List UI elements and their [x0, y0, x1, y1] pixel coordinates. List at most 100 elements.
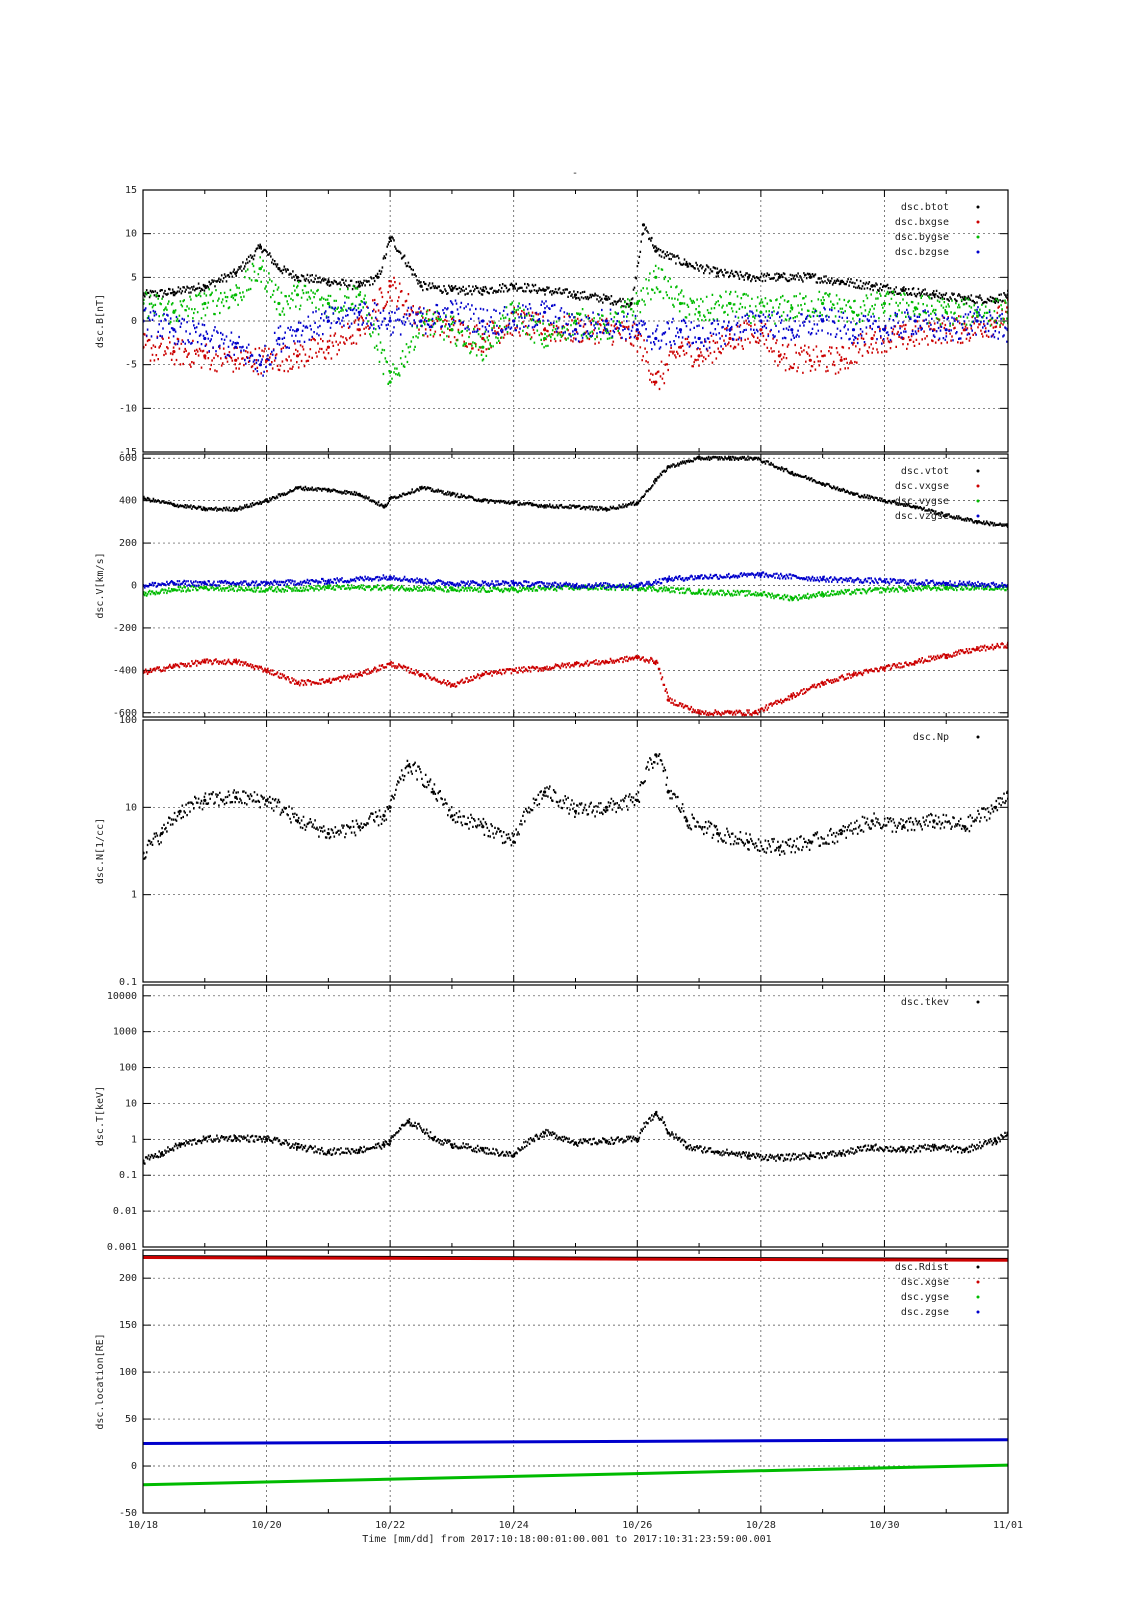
- y-tick-label: 15: [125, 185, 137, 196]
- data-point: [697, 310, 701, 314]
- legend-entry: dsc.ygse: [901, 1292, 949, 1303]
- data-point: [543, 310, 547, 314]
- data-point: [172, 290, 176, 294]
- y-tick-label: 1: [131, 1134, 137, 1145]
- data-point: [635, 336, 639, 341]
- legend: dsc.tkev: [901, 997, 980, 1008]
- y-tick-label: 0.001: [107, 1242, 137, 1253]
- legend-marker: [976, 1265, 980, 1269]
- panel-2: -600 -400 -200 0 200 400 600 dsc.V[km/s] dsc.vto…: [95, 453, 1009, 719]
- data-point: [654, 380, 658, 384]
- legend-marker: [976, 514, 980, 518]
- legend-marker: [976, 499, 980, 503]
- plot-area: [143, 455, 1008, 717]
- x-tick-label: 11/01: [993, 1520, 1023, 1531]
- y-tick-label: 0: [131, 316, 137, 327]
- data-point: [932, 1145, 936, 1149]
- legend-entry: dsc.tkev: [901, 997, 949, 1008]
- y-tick-label: 100: [119, 1367, 137, 1378]
- y-tick-label: -400: [113, 665, 137, 676]
- legend-entry: dsc.vygse: [895, 496, 949, 507]
- legend-marker: [976, 1000, 980, 1004]
- x-tick-label: 10/18: [128, 1520, 158, 1531]
- data-point: [851, 328, 856, 332]
- chart-panels: -15-10-5051015dsc.B[nT]dsc.btotdsc.bxgse…: [95, 185, 1009, 1519]
- data-point: [604, 805, 609, 809]
- legend-entry: dsc.vxgse: [895, 481, 949, 492]
- data-point: [295, 1145, 300, 1149]
- y-tick-label: 0.01: [113, 1206, 137, 1217]
- series-dsc-tkev: [143, 1110, 1008, 1165]
- panel-frame: [142, 453, 1009, 718]
- data-point: [654, 275, 658, 279]
- y-axis-label: dsc.T[keV]: [95, 1086, 106, 1146]
- legend-entry: dsc.Np: [913, 732, 949, 743]
- data-point: [635, 328, 639, 332]
- y-tick-label: -200: [113, 623, 137, 634]
- panel-3: 0.1 1 10 100 dsc.N[1/cc] dsc.Np: [95, 715, 1009, 988]
- data-point: [839, 358, 843, 362]
- legend-marker: [976, 469, 980, 473]
- data-point: [388, 1139, 392, 1143]
- series-dsc-xgse: [143, 1256, 1008, 1262]
- x-tick-label: 10/20: [252, 1520, 282, 1531]
- legend-marker: [976, 205, 980, 209]
- data-point: [258, 363, 262, 367]
- data-point: [234, 345, 238, 349]
- panel-frame: [142, 189, 1009, 453]
- data-point: [808, 358, 812, 362]
- legend: dsc.Np: [913, 732, 980, 743]
- x-axis: 10/18 10/20 10/22 10/24 10/26 10/28 10/30 11/01: [128, 1520, 1023, 1531]
- data-point: [678, 301, 683, 306]
- series-line: [143, 1438, 1008, 1445]
- series-trace: [143, 584, 1008, 602]
- y-tick-label: 150: [119, 1320, 137, 1331]
- legend-entry: dsc.zgse: [901, 1307, 949, 1318]
- legend-marker: [976, 484, 980, 488]
- data-point: [172, 350, 176, 354]
- series-dsc-bzgse: [143, 299, 1008, 377]
- y-tick-label: 400: [119, 496, 137, 507]
- data-point: [746, 840, 751, 844]
- y-tick-label: 200: [119, 538, 137, 549]
- series-trace: [143, 455, 1008, 528]
- y-axis-label: dsc.location[RE]: [95, 1333, 106, 1429]
- data-point: [388, 380, 392, 384]
- data-point: [357, 328, 361, 332]
- y-tick-label: 50: [125, 1414, 137, 1425]
- y-tick-label: 100: [119, 715, 137, 726]
- data-point: [326, 301, 330, 306]
- data-point: [203, 301, 207, 306]
- y-tick-label: -600: [113, 708, 137, 719]
- y-tick-label: 0: [131, 581, 137, 592]
- panel-4: 0.001 0.01 0.1 1 10 100 1000 10000 dsc.T[keV] dsc…: [95, 984, 1009, 1253]
- plot-area: [143, 753, 1008, 860]
- data-point: [357, 1148, 361, 1152]
- data-point: [543, 336, 547, 341]
- data-point: [697, 354, 701, 358]
- data-point: [994, 1139, 998, 1143]
- data-point: [975, 310, 979, 314]
- series-line: [143, 1256, 1008, 1262]
- data-point: [882, 301, 887, 306]
- data-point: [277, 301, 281, 306]
- series-trace: [143, 571, 1008, 589]
- data-point: [388, 319, 392, 323]
- series-dsc-vxgse: [143, 641, 1008, 717]
- series-line: [143, 1463, 1008, 1487]
- data-point: [913, 319, 917, 323]
- data-point: [326, 280, 330, 284]
- panel-frame: [142, 719, 1009, 983]
- legend-entry: dsc.vtot: [901, 466, 949, 477]
- legend-marker: [976, 735, 980, 739]
- data-point: [388, 284, 392, 288]
- data-point: [728, 336, 732, 341]
- legend-marker: [976, 235, 980, 239]
- y-tick-label: -50: [119, 1508, 137, 1519]
- y-tick-label: 200: [119, 1273, 137, 1284]
- panel-frame: [142, 1249, 1009, 1514]
- x-axis-label: Time [mm/dd] from 2017:10:18:00:01:00.00…: [362, 1534, 771, 1545]
- y-tick-label: 0: [131, 1461, 137, 1472]
- data-point: [481, 336, 485, 341]
